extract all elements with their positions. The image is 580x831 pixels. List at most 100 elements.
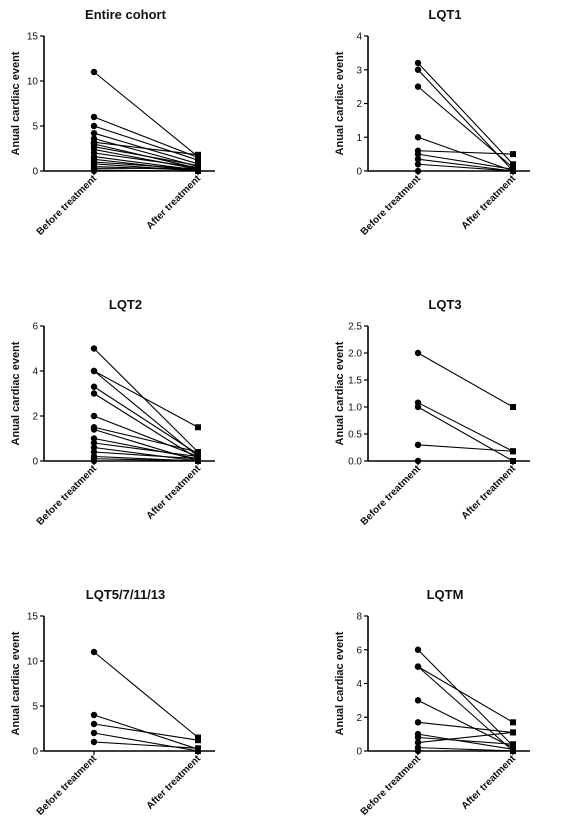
paired-line	[93, 71, 199, 158]
after-point	[195, 458, 201, 464]
before-point	[90, 729, 98, 737]
paired-line	[417, 666, 514, 723]
after-point	[510, 748, 516, 754]
chart-panel-2: LQT2 Anual cardiac event 0 2 4 6 Before treatm…	[10, 297, 215, 528]
after-point	[510, 448, 516, 455]
before-point	[90, 390, 98, 397]
paired-line	[417, 158, 514, 172]
paired-line	[417, 86, 514, 169]
paired-line	[417, 153, 514, 170]
paired-line	[417, 444, 514, 452]
after-point	[195, 157, 201, 164]
paired-line	[93, 442, 199, 458]
y-axis-label: Anual cardiac event	[334, 631, 346, 735]
paired-line	[417, 352, 514, 408]
before-point	[414, 734, 422, 741]
x-category-label: After treatment	[460, 173, 519, 232]
before-point	[90, 130, 98, 137]
x-category-label: After treatment	[145, 753, 204, 812]
before-point	[414, 167, 422, 175]
paired-line	[417, 733, 514, 750]
y-tick-label: 0.0	[348, 457, 362, 468]
y-tick-label: 2.0	[348, 349, 362, 360]
x-category-label: Before treatment	[359, 463, 424, 528]
chart-panel-1: LQT1 Anual cardiac event 0 1 2 3 4 Before treat…	[334, 7, 530, 238]
y-tick-label: 0	[32, 167, 38, 178]
before-point	[414, 66, 422, 73]
panel-title: Entire cohort	[85, 7, 167, 22]
paired-line	[417, 649, 514, 747]
before-point	[90, 345, 98, 352]
paired-line	[93, 732, 199, 752]
paired-line	[93, 138, 199, 168]
panel-title: LQT5/7/11/13	[86, 587, 166, 602]
before-point	[90, 412, 98, 420]
y-tick-label: 5	[32, 122, 38, 133]
before-point	[414, 719, 422, 726]
before-point	[90, 448, 98, 456]
paired-line	[417, 736, 514, 745]
y-axis-label: Anual cardiac event	[10, 51, 22, 155]
before-point	[414, 349, 422, 357]
after-point	[510, 161, 516, 168]
paired-line	[417, 136, 514, 172]
y-tick-label: 0.5	[348, 430, 362, 441]
after-point	[510, 741, 516, 748]
paired-line	[417, 163, 514, 172]
y-tick-label: 0	[356, 747, 362, 758]
paired-line	[93, 146, 199, 167]
paired-line	[93, 125, 199, 161]
before-point	[90, 738, 98, 746]
x-category-label: Before treatment	[359, 173, 424, 238]
paired-line	[93, 152, 199, 168]
after-point	[510, 151, 516, 158]
paired-line	[417, 747, 514, 752]
y-tick-label: 5	[32, 702, 38, 713]
before-point	[414, 83, 422, 90]
y-tick-label: 10	[27, 77, 39, 88]
paired-line	[417, 731, 514, 744]
paired-line	[93, 446, 199, 462]
before-point	[90, 68, 98, 76]
paired-line	[93, 651, 199, 738]
y-tick-label: 1.0	[348, 403, 362, 414]
before-point	[90, 383, 98, 390]
paired-line	[93, 451, 199, 460]
x-category-label: Before treatment	[35, 753, 100, 818]
after-point	[510, 719, 516, 726]
y-tick-label: 15	[27, 612, 39, 623]
paired-line	[417, 150, 514, 155]
paired-line	[93, 741, 199, 749]
x-category-label: Before treatment	[359, 753, 424, 818]
after-point	[195, 168, 201, 174]
paired-line	[93, 370, 199, 457]
paired-line	[93, 370, 199, 428]
paired-line	[93, 415, 199, 458]
after-point	[195, 151, 201, 158]
y-axis-label: Anual cardiac event	[334, 51, 346, 155]
before-point	[90, 439, 98, 447]
y-tick-label: 2	[356, 713, 362, 724]
before-point	[414, 646, 422, 653]
paired-line	[417, 406, 514, 462]
x-category-label: After treatment	[460, 753, 519, 812]
before-point	[90, 435, 98, 442]
before-point	[414, 161, 422, 168]
before-point	[414, 663, 422, 670]
y-tick-label: 0	[32, 747, 38, 758]
y-tick-label: 2	[356, 99, 362, 110]
y-tick-label: 4	[356, 32, 362, 43]
y-tick-label: 1	[356, 133, 362, 144]
chart-panel-3: LQT3 Anual cardiac event 0.0 0.5 1.0 1.5 2.0 2.…	[334, 297, 530, 528]
paired-line	[93, 348, 199, 453]
paired-line	[93, 386, 199, 455]
after-point	[195, 737, 201, 744]
before-point	[90, 367, 98, 375]
panel-title: LQT2	[109, 297, 142, 312]
x-category-label: After treatment	[145, 173, 204, 232]
before-point	[414, 155, 422, 163]
paired-line	[93, 141, 199, 156]
y-tick-label: 3	[356, 65, 362, 76]
after-point	[510, 404, 516, 410]
